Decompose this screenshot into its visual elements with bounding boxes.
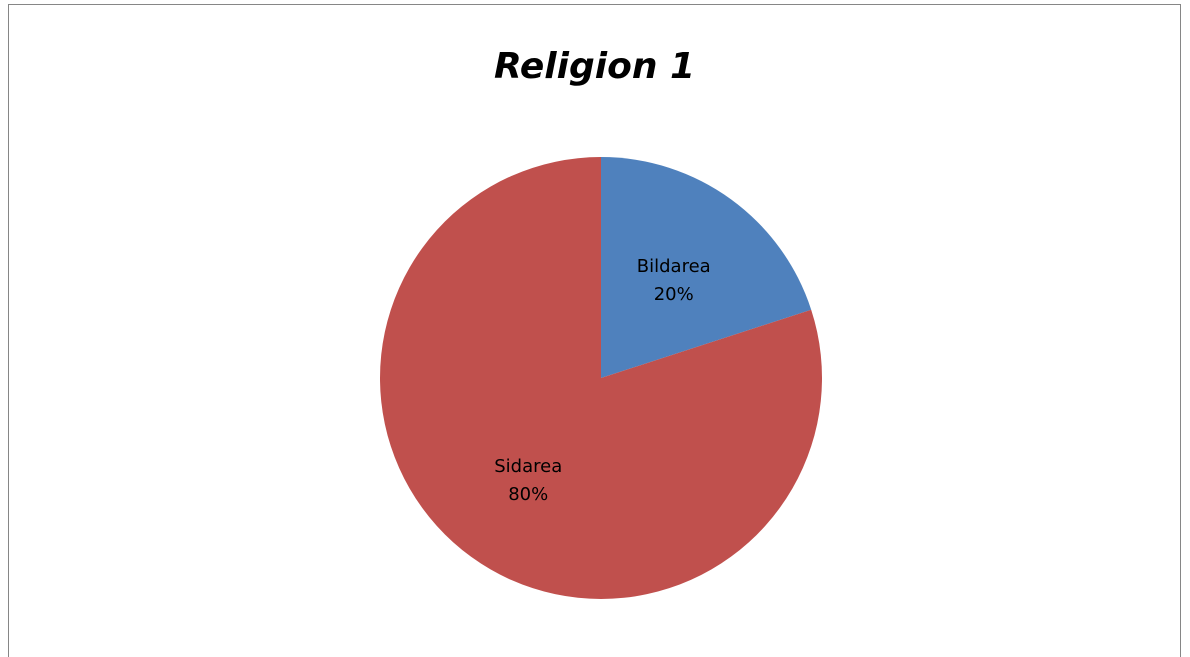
pie-labels: Bildarea 20% Sidarea 80% <box>494 256 710 505</box>
pie-slices <box>380 157 823 599</box>
pie-slice-bildarea <box>601 157 812 378</box>
pie-slice-sidarea <box>380 157 823 599</box>
slice-category-label: Sidarea <box>494 456 562 477</box>
slice-value-label: 20% <box>654 284 694 305</box>
slice-category-label: Bildarea <box>637 256 711 277</box>
chart-title: Religion 1 <box>493 46 696 87</box>
slice-value-label: 80% <box>508 484 548 505</box>
